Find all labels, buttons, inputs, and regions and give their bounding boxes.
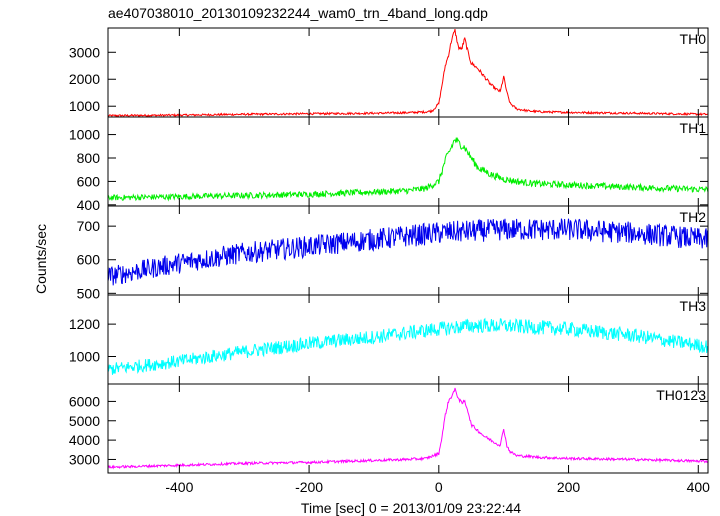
panel-th2: 500 600 700 TH2 (77, 205, 709, 301)
x-tick-label: -400 (165, 479, 193, 495)
y-tick-label: 1200 (69, 316, 100, 332)
y-tick-label: 1000 (69, 127, 100, 143)
y-tick-label: 2000 (69, 71, 100, 87)
y-tick-label: 400 (77, 197, 101, 213)
series-line-th0 (107, 28, 708, 118)
series-line-th2 (107, 218, 709, 286)
panel-th0123: 3000 4000 5000 6000 TH0123 (69, 383, 709, 474)
series-line-th0123 (107, 387, 709, 470)
y-tick-label: 5000 (69, 413, 100, 429)
panel-frame (107, 27, 709, 118)
y-tick-label: 6000 (69, 393, 100, 409)
panel-label-th2: TH2 (680, 209, 707, 225)
x-tick-label: -200 (295, 479, 323, 495)
panel-label-th3: TH3 (680, 298, 707, 314)
y-tick-label: 1000 (69, 98, 100, 114)
y-tick-label: 700 (77, 218, 101, 234)
y-tick-label: 4000 (69, 432, 100, 448)
y-tick-label: 3000 (69, 44, 100, 60)
panel-th0: 1000 2000 3000 TH0 (69, 27, 709, 118)
panel-frame (107, 383, 709, 474)
panel-th1: 400 600 800 1000 TH1 (69, 116, 709, 213)
y-tick-label: 500 (77, 285, 101, 301)
x-tick-label: 0 (435, 479, 443, 495)
y-tick-label: 600 (77, 252, 101, 268)
y-tick-label: 600 (77, 173, 101, 189)
x-tick-label: 400 (687, 479, 711, 495)
panel-frame (107, 205, 709, 296)
y-tick-label: 1000 (69, 348, 100, 364)
x-tick-label: 200 (557, 479, 581, 495)
series-line-th3 (107, 317, 709, 375)
panel-label-th1: TH1 (680, 120, 707, 136)
panel-label-th0123: TH0123 (656, 387, 706, 403)
panel-label-th0: TH0 (680, 31, 707, 47)
y-tick-label: 3000 (69, 451, 100, 467)
y-axis-label: Counts/sec (33, 224, 49, 294)
chart-title: ae407038010_20130109232244_wam0_trn_4ban… (108, 5, 488, 21)
panel-th3: 1000 1200 TH3 (69, 294, 709, 385)
y-tick-label: 800 (77, 150, 101, 166)
x-axis-label: Time [sec] 0 = 2013/01/09 23:22:44 (301, 500, 521, 516)
series-line-th1 (107, 136, 709, 202)
